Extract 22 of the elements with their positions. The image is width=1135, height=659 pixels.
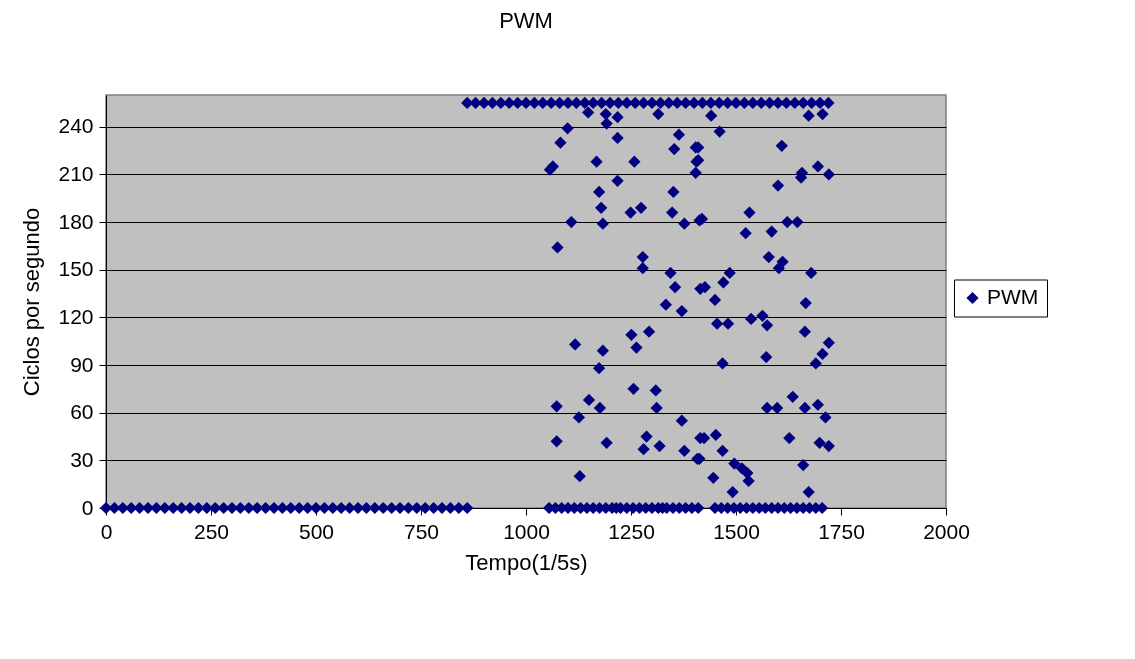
x-tick-label: 250 (193, 519, 230, 543)
x-tick-label: 1750 (818, 519, 865, 543)
y-tick-label: 210 (58, 161, 94, 185)
y-tick-label: 150 (58, 257, 94, 281)
y-tick-label: 0 (81, 495, 94, 519)
y-tick-label: 180 (58, 209, 94, 233)
y-tick-label: 60 (70, 400, 94, 424)
x-tick-label: 1250 (608, 519, 655, 543)
x-tick-label: 1500 (713, 519, 760, 543)
y-tick-label: 30 (70, 447, 94, 471)
x-tick-label: 500 (298, 519, 335, 543)
x-axis-title: Tempo(1/5s) (465, 549, 588, 575)
y-tick-label: 90 (70, 352, 94, 376)
y-tick-label: 240 (58, 114, 94, 138)
x-tick-label: 750 (403, 519, 440, 543)
x-tick-label: 0 (100, 519, 113, 543)
chart-title: PWM (499, 8, 553, 33)
y-tick-label: 120 (58, 304, 94, 328)
x-tick-label: 1000 (503, 519, 550, 543)
x-tick-label: 2000 (923, 519, 970, 543)
y-axis-title: Ciclos por segundo (19, 207, 45, 397)
legend-label: PWM (987, 285, 1039, 308)
